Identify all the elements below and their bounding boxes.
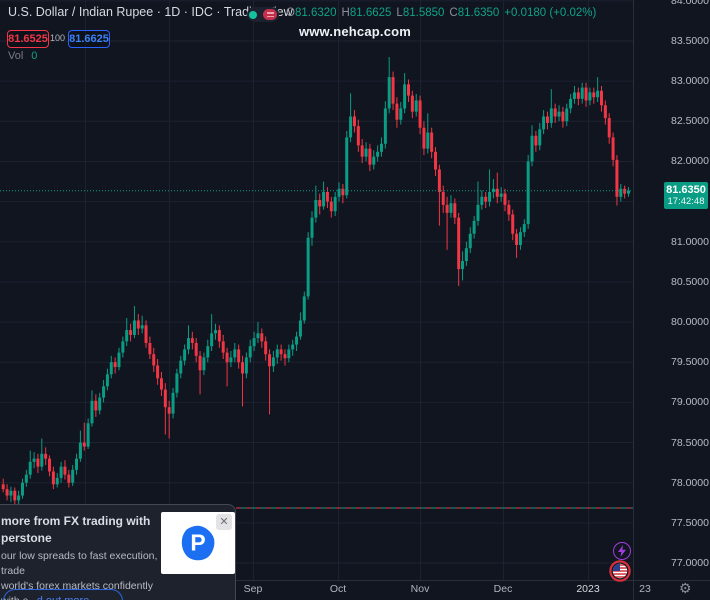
- ohlc-values: O81.6320 H81.6625 L81.5850 C81.6350 +0.0180 …: [286, 7, 601, 19]
- ad-cta-button[interactable]: d out more: [3, 589, 123, 600]
- time-tick-label: 2023: [576, 583, 600, 595]
- market-open-dot-icon: [249, 10, 257, 19]
- ad-title-line1: more from FX trading with: [1, 514, 151, 528]
- price-tick-label: 79.0000: [671, 396, 709, 409]
- price-tick-label: 82.5000: [671, 115, 709, 128]
- spread-value: 100: [50, 33, 66, 43]
- time-tick-label: 23: [639, 583, 651, 595]
- low-value: 81.5850: [402, 7, 445, 19]
- buy-button[interactable]: 81.6625: [68, 30, 110, 48]
- time-tick-label: Sep: [243, 583, 263, 595]
- last-price-badge: 81.6350 17:42:48: [664, 182, 708, 209]
- price-tick-label: 84.0000: [671, 0, 709, 7]
- ad-body: our low spreads to fast execution, trade…: [1, 549, 166, 600]
- open-label: O: [286, 7, 295, 19]
- close-label: C: [449, 7, 458, 19]
- price-tick-label: 79.5000: [671, 356, 709, 369]
- price-tick-label: 80.5000: [671, 275, 709, 288]
- price-tick-label: 78.5000: [671, 436, 709, 449]
- close-value: 81.6350: [457, 7, 500, 19]
- price-tick-label: 83.5000: [671, 35, 709, 47]
- ad-title: more from FX trading with perstone: [1, 513, 151, 547]
- ad-title-line2: perstone: [1, 531, 52, 545]
- price-tick-label: 83.0000: [671, 75, 709, 88]
- price-tick-label: 77.5000: [671, 516, 709, 529]
- candlestick-series: [0, 57, 633, 511]
- high-label: H: [341, 7, 350, 19]
- pepperstone-logo-icon: P: [181, 525, 215, 561]
- price-tick-label: 80.0000: [671, 316, 709, 329]
- volume-value: 0: [31, 50, 38, 62]
- ad-banner: more from FX trading with perstone our l…: [0, 504, 236, 600]
- time-tick-label: Oct: [329, 583, 347, 595]
- high-value: 81.6625: [349, 7, 392, 19]
- grid-layer: [0, 0, 633, 580]
- volume-row: Vol 0: [8, 50, 37, 62]
- ad-body-line1: our low spreads to fast execution, trade: [1, 550, 158, 577]
- sell-button[interactable]: 81.6525: [7, 30, 49, 48]
- time-tick-label: Dec: [493, 583, 513, 595]
- ad-close-icon[interactable]: ✕: [216, 514, 232, 530]
- price-tick-label: 77.0000: [671, 557, 709, 569]
- change-value: +0.0180 (+0.02%): [504, 7, 597, 19]
- countdown-timer: 17:42:48: [667, 196, 705, 207]
- last-price-value: 81.6350: [666, 184, 706, 196]
- price-tick-label: 82.0000: [671, 155, 709, 168]
- price-tick-label: 78.0000: [671, 476, 709, 489]
- us-flag-event-icon[interactable]: [609, 560, 631, 582]
- axis-settings-gear-icon[interactable]: ⚙: [679, 580, 692, 596]
- time-tick-label: Nov: [410, 583, 430, 595]
- open-value: 81.6320: [294, 7, 337, 19]
- volume-label: Vol: [8, 50, 24, 62]
- events-lightning-icon[interactable]: [613, 542, 631, 560]
- alerts-icon[interactable]: [263, 9, 277, 20]
- price-tick-label: 81.0000: [671, 235, 709, 248]
- symbol-title[interactable]: U.S. Dollar / Indian Rupee · 1D · IDC · …: [8, 5, 293, 19]
- site-watermark: www.nehcap.com: [298, 24, 412, 39]
- pepperstone-logo[interactable]: P: [161, 512, 235, 574]
- svg-text:P: P: [190, 530, 205, 556]
- market-status-pill[interactable]: [247, 7, 279, 22]
- low-label: L: [396, 7, 403, 19]
